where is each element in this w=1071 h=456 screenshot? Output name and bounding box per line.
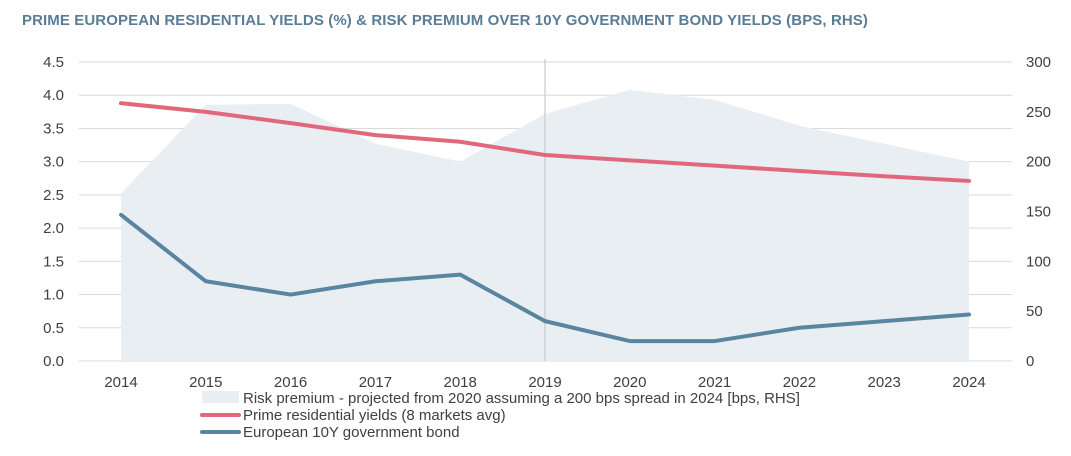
x-tick-label: 2020 — [613, 374, 646, 391]
y-right-tick-label: 0 — [1026, 353, 1034, 370]
data-point — [883, 175, 885, 177]
data-point — [459, 141, 461, 143]
data-point — [459, 274, 461, 276]
x-tick-label: 2018 — [444, 374, 477, 391]
legend-swatch-risk-premium — [202, 391, 239, 403]
data-point — [968, 313, 970, 315]
data-point — [374, 280, 376, 282]
x-tick-label: 2022 — [783, 374, 816, 391]
data-point — [205, 280, 207, 282]
y-left-tick-label: 1.0 — [43, 287, 64, 304]
legend-label: Risk premium - projected from 2020 assum… — [243, 390, 800, 407]
x-axis: 2014 2015 2016 2017 2018 2019 2020 2021 2022 2023… — [104, 374, 985, 391]
y-right-tick-label: 50 — [1026, 303, 1043, 320]
data-point — [798, 327, 800, 329]
y-right-tick-label: 200 — [1026, 154, 1051, 171]
data-point — [374, 134, 376, 136]
x-tick-label: 2015 — [189, 374, 222, 391]
y-left-tick-label: 3.5 — [43, 120, 64, 137]
data-point — [629, 159, 631, 161]
y-left-tick-label: 0.0 — [43, 353, 64, 370]
y-left-tick-label: 0.5 — [43, 320, 64, 337]
y-axis-left: 0.0 0.5 1.0 1.5 2.0 2.5 3.0 3.5 4.0 4.5 — [43, 54, 64, 370]
y-right-tick-label: 250 — [1026, 104, 1051, 121]
y-left-tick-label: 3.0 — [43, 154, 64, 171]
y-left-tick-label: 1.5 — [43, 253, 64, 270]
data-point — [798, 170, 800, 172]
data-point — [629, 340, 631, 342]
x-tick-label: 2023 — [868, 374, 901, 391]
y-right-tick-label: 150 — [1026, 204, 1051, 221]
y-left-tick-label: 2.5 — [43, 187, 64, 204]
data-point — [714, 340, 716, 342]
x-tick-label: 2017 — [359, 374, 392, 391]
chart-title: PRIME EUROPEAN RESIDENTIAL YIELDS (%) & … — [22, 12, 869, 29]
y-left-tick-label: 4.5 — [43, 54, 64, 71]
data-point — [205, 111, 207, 113]
data-point — [290, 294, 292, 296]
x-tick-label: 2019 — [528, 374, 561, 391]
data-point — [968, 180, 970, 182]
data-point — [544, 154, 546, 156]
data-point — [290, 122, 292, 124]
legend-label: European 10Y government bond — [243, 424, 460, 441]
y-axis-right: 0 50 100 150 200 250 300 — [1026, 54, 1051, 370]
data-point — [120, 214, 122, 216]
y-left-tick-label: 2.0 — [43, 220, 64, 237]
y-left-tick-label: 4.0 — [43, 87, 64, 104]
x-tick-label: 2024 — [952, 374, 985, 391]
data-point — [714, 165, 716, 167]
x-tick-label: 2021 — [698, 374, 731, 391]
legend: Risk premium - projected from 2020 assum… — [200, 390, 800, 441]
y-right-tick-label: 100 — [1026, 253, 1051, 270]
x-tick-label: 2014 — [104, 374, 137, 391]
legend-label: Prime residential yields (8 markets avg) — [243, 407, 506, 424]
data-point — [544, 320, 546, 322]
series-lines — [119, 101, 971, 344]
data-point — [883, 320, 885, 322]
x-tick-label: 2016 — [274, 374, 307, 391]
y-right-tick-label: 300 — [1026, 54, 1051, 71]
data-point — [120, 102, 122, 104]
